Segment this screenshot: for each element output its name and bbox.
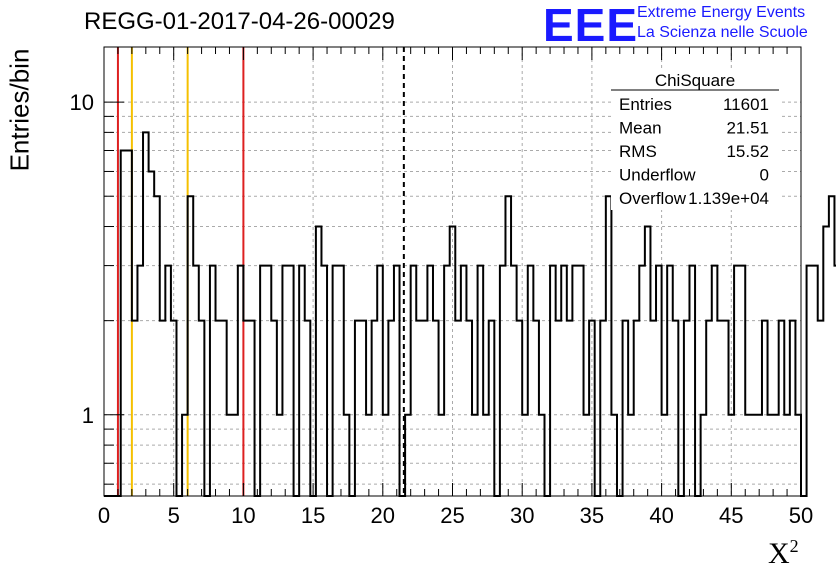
x-tick-label: 5 bbox=[168, 503, 180, 528]
y-tick-label: 1 bbox=[82, 403, 94, 428]
stats-value: 11601 bbox=[723, 95, 769, 114]
stats-label: Overflow bbox=[619, 189, 687, 208]
logo-line-1: Extreme Energy Events bbox=[637, 4, 806, 21]
x-tick-label: 50 bbox=[789, 503, 813, 528]
stats-value: 1.139e+04 bbox=[688, 189, 769, 208]
x-axis-label-sup: 2 bbox=[789, 536, 799, 556]
chart-title: REGG-01-2017-04-26-00029 bbox=[84, 8, 395, 35]
x-tick-label: 45 bbox=[719, 503, 743, 528]
stats-label: RMS bbox=[619, 142, 657, 161]
x-tick-label: 15 bbox=[301, 503, 325, 528]
eee-logo: EEE bbox=[543, 0, 639, 51]
stats-box bbox=[611, 68, 779, 210]
x-tick-label: 25 bbox=[440, 503, 464, 528]
x-tick-label: 40 bbox=[649, 503, 673, 528]
stats-title: ChiSquare bbox=[655, 71, 735, 90]
x-tick-label: 10 bbox=[231, 503, 255, 528]
stats-label: Underflow bbox=[619, 166, 696, 185]
histogram-series bbox=[104, 131, 836, 497]
y-tick-label: 10 bbox=[70, 90, 94, 115]
stats-label: Mean bbox=[619, 119, 662, 138]
logo-line-2: La Scienza nelle Scuole bbox=[637, 24, 808, 41]
stats-value: 21.51 bbox=[726, 119, 769, 138]
x-tick-label: 30 bbox=[510, 503, 534, 528]
stats-value: 15.52 bbox=[726, 142, 769, 161]
x-tick-label: 20 bbox=[371, 503, 395, 528]
x-tick-label: 35 bbox=[580, 503, 604, 528]
stats-value: 0 bbox=[760, 166, 769, 185]
stats-label: Entries bbox=[619, 95, 672, 114]
x-tick-label: 0 bbox=[98, 503, 110, 528]
x-axis-label-base: X bbox=[768, 537, 790, 570]
x-axis-label: X2 bbox=[768, 536, 799, 571]
